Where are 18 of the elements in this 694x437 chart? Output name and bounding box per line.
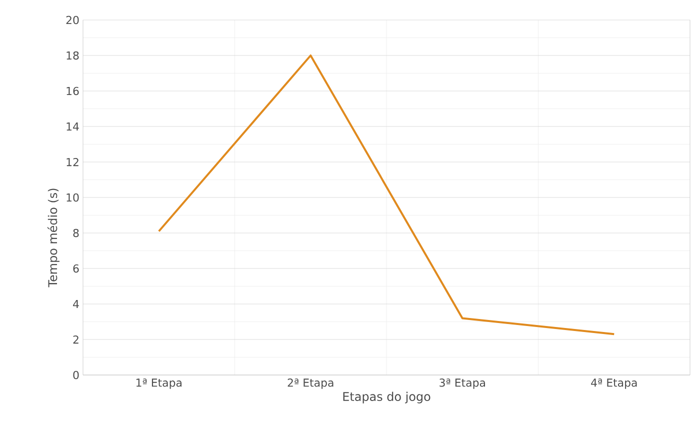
y-tick-label: 14 [66,122,79,130]
line-series [158,54,616,336]
y-tick-label: 16 [66,86,79,96]
y-tick-label: 12 [66,158,78,166]
y-tick-label: 8 [73,228,79,238]
x-axis-title: Etapas do jogo [343,392,430,404]
y-tick-label: 2 [73,335,78,344]
y-tick-label: 6 [73,264,79,273]
y-tick-label: 20 [66,16,79,24]
x-tick-label: 2ª Etapa [288,378,334,389]
y-tick-label: 0 [73,370,79,380]
y-tick-label: 10 [66,193,79,202]
y-axis-title: Tempo médio (s) [47,188,60,288]
x-tick-label: 3ª Etapa [440,378,485,389]
x-tick-label: 1ª Etapa [136,378,182,389]
y-tick-label: 4 [73,300,79,308]
y-tick-label: 18 [66,51,79,60]
x-tick-label: 4ª Etapa [591,378,637,389]
